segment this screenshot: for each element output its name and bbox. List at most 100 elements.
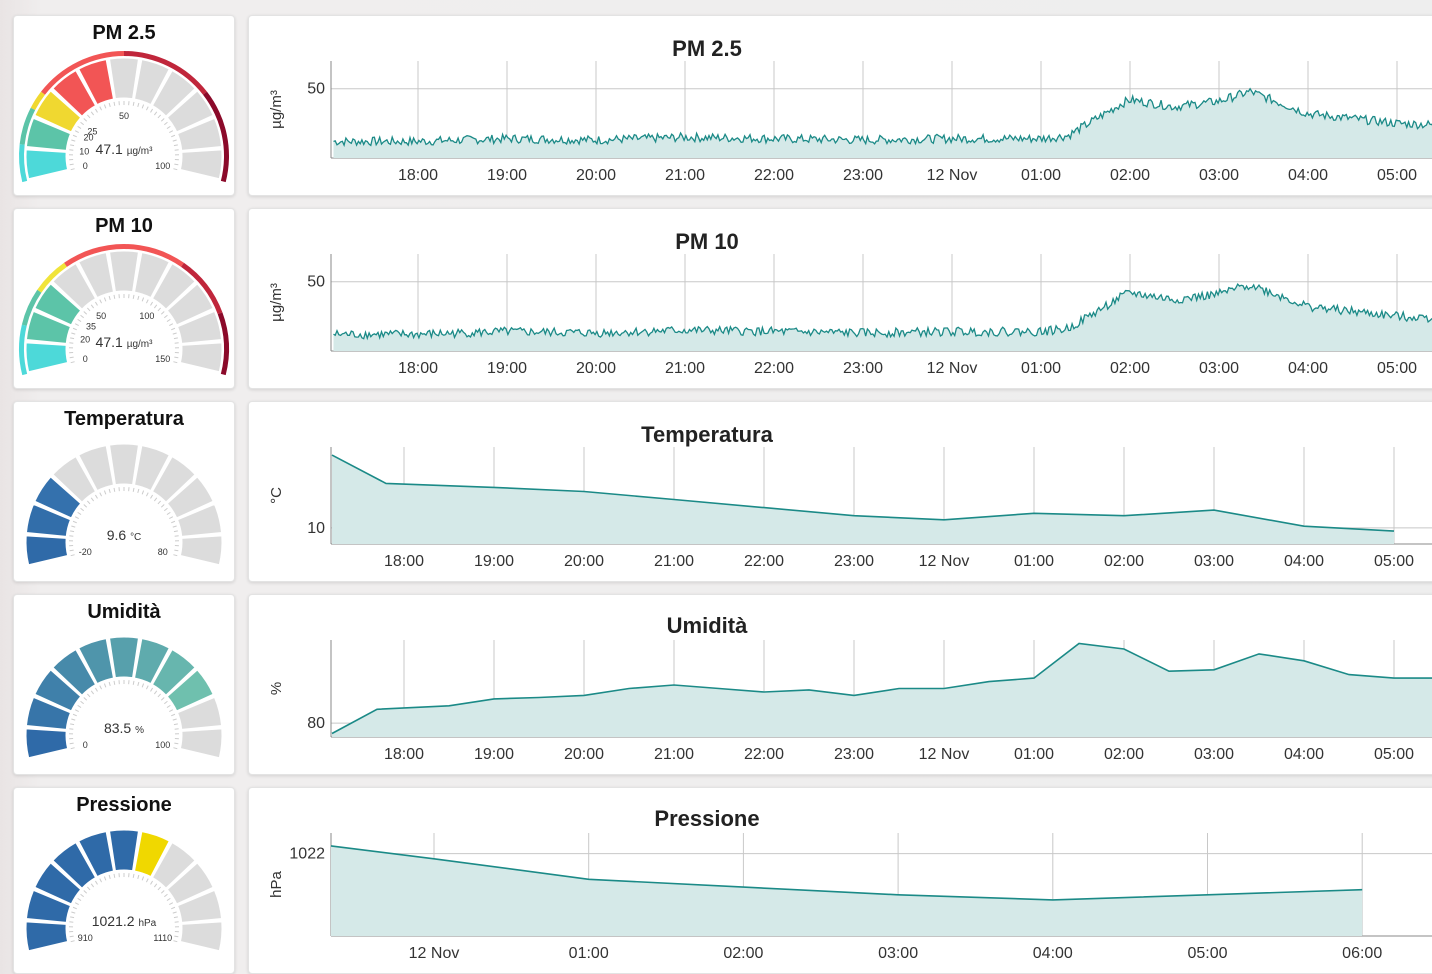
- x-tick-label: 23:00: [843, 167, 883, 184]
- x-tick-label: 01:00: [1014, 746, 1054, 763]
- x-tick-label: 23:00: [834, 553, 874, 570]
- gauge-segment: [110, 251, 139, 292]
- gauge-segment: [180, 150, 222, 179]
- x-tick-label: 01:00: [1021, 360, 1061, 377]
- gauge-tick: [70, 357, 74, 358]
- gauge-segment: [110, 830, 139, 871]
- x-tick-label: 21:00: [654, 746, 694, 763]
- y-axis-label: µg/m³: [268, 283, 285, 322]
- gauge-tick: [114, 681, 115, 685]
- gauge-title: Umidità: [14, 601, 234, 624]
- x-tick-label: 19:00: [474, 746, 514, 763]
- gauge-tick: [133, 488, 134, 492]
- x-tick-label: 03:00: [1199, 167, 1239, 184]
- gauge-tick: [114, 102, 115, 106]
- x-tick-label: 12 Nov: [927, 167, 978, 184]
- gauge-segment: [26, 729, 68, 758]
- gauge-tick: [114, 488, 115, 492]
- x-tick-label: 18:00: [384, 746, 424, 763]
- x-tick-label: 20:00: [576, 167, 616, 184]
- x-tick-label: 12 Nov: [409, 945, 460, 962]
- y-axis-label: °C: [268, 487, 285, 504]
- gauge-tick: [70, 550, 74, 551]
- x-tick-label: 19:00: [474, 553, 514, 570]
- gauge-scale-label: 0: [83, 740, 88, 750]
- x-tick-label: 23:00: [834, 746, 874, 763]
- gauge-segment: [26, 922, 68, 951]
- x-tick-label: 06:00: [1342, 945, 1382, 962]
- x-tick-label: 21:00: [665, 360, 705, 377]
- x-tick-label: 19:00: [487, 360, 527, 377]
- gauge-tick: [174, 743, 178, 744]
- x-tick-label: 03:00: [1194, 553, 1234, 570]
- gauge-scale-label: 1110: [153, 933, 172, 943]
- gauge-title: PM 10: [14, 215, 234, 238]
- gauge-tick: [114, 295, 115, 299]
- gauge-tick: [174, 164, 178, 165]
- x-tick-label: 02:00: [1110, 360, 1150, 377]
- chart-title: Pressione: [248, 806, 1413, 832]
- gauge-scale-label: 0: [83, 354, 88, 364]
- gauge-segment: [26, 536, 68, 565]
- x-tick-label: 05:00: [1377, 360, 1417, 377]
- x-tick-label: 01:00: [569, 945, 609, 962]
- chart-title: PM 10: [248, 229, 1413, 255]
- gauge-title: Pressione: [14, 794, 234, 817]
- gauge-tick: [133, 681, 134, 685]
- x-tick-label: 02:00: [1110, 167, 1150, 184]
- gauge-scale-label: 50: [119, 111, 129, 121]
- gauge-scale-label: 20: [80, 335, 90, 345]
- x-tick-label: 19:00: [487, 167, 527, 184]
- gauge-segment: [110, 637, 139, 678]
- y-tick-label: 50: [307, 81, 325, 98]
- x-tick-label: 23:00: [843, 360, 883, 377]
- x-tick-label: 04:00: [1284, 746, 1324, 763]
- x-tick-label: 22:00: [744, 746, 784, 763]
- gauge-segment: [180, 922, 222, 951]
- x-tick-label: 02:00: [1104, 553, 1144, 570]
- series-area: [332, 455, 1394, 544]
- gauge-tick: [133, 102, 134, 106]
- x-tick-label: 03:00: [1199, 360, 1239, 377]
- y-tick-label: 10: [307, 520, 325, 537]
- y-tick-label: 80: [307, 715, 325, 732]
- gauge-tick: [174, 936, 178, 937]
- x-tick-label: 05:00: [1374, 746, 1414, 763]
- gauge-scale-label: 0: [83, 161, 88, 171]
- x-tick-label: 04:00: [1284, 553, 1324, 570]
- x-tick-label: 01:00: [1014, 553, 1054, 570]
- x-tick-label: 18:00: [398, 167, 438, 184]
- y-axis-label: %: [268, 682, 285, 695]
- x-tick-label: 12 Nov: [927, 360, 978, 377]
- x-tick-label: 02:00: [1104, 746, 1144, 763]
- gauge-scale-label: 100: [155, 161, 170, 171]
- gauge-scale-label: 35: [86, 321, 96, 331]
- x-tick-label: 03:00: [878, 945, 918, 962]
- x-tick-label: 01:00: [1021, 167, 1061, 184]
- gauge-tick: [174, 550, 178, 551]
- x-tick-label: 22:00: [744, 553, 784, 570]
- x-tick-label: 05:00: [1187, 945, 1227, 962]
- x-tick-label: 04:00: [1288, 167, 1328, 184]
- gauge-scale-label: 50: [96, 311, 106, 321]
- x-tick-label: 20:00: [576, 360, 616, 377]
- gauge-tick: [70, 936, 74, 937]
- gauge-scale-label: 910: [78, 933, 93, 943]
- x-tick-label: 21:00: [654, 553, 694, 570]
- x-tick-label: 21:00: [665, 167, 705, 184]
- x-tick-label: 20:00: [564, 746, 604, 763]
- x-tick-label: 05:00: [1377, 167, 1417, 184]
- x-tick-label: 05:00: [1374, 553, 1414, 570]
- gauge-scale-label: 25: [87, 126, 97, 136]
- x-tick-label: 18:00: [398, 360, 438, 377]
- x-tick-label: 18:00: [384, 553, 424, 570]
- x-tick-label: 22:00: [754, 167, 794, 184]
